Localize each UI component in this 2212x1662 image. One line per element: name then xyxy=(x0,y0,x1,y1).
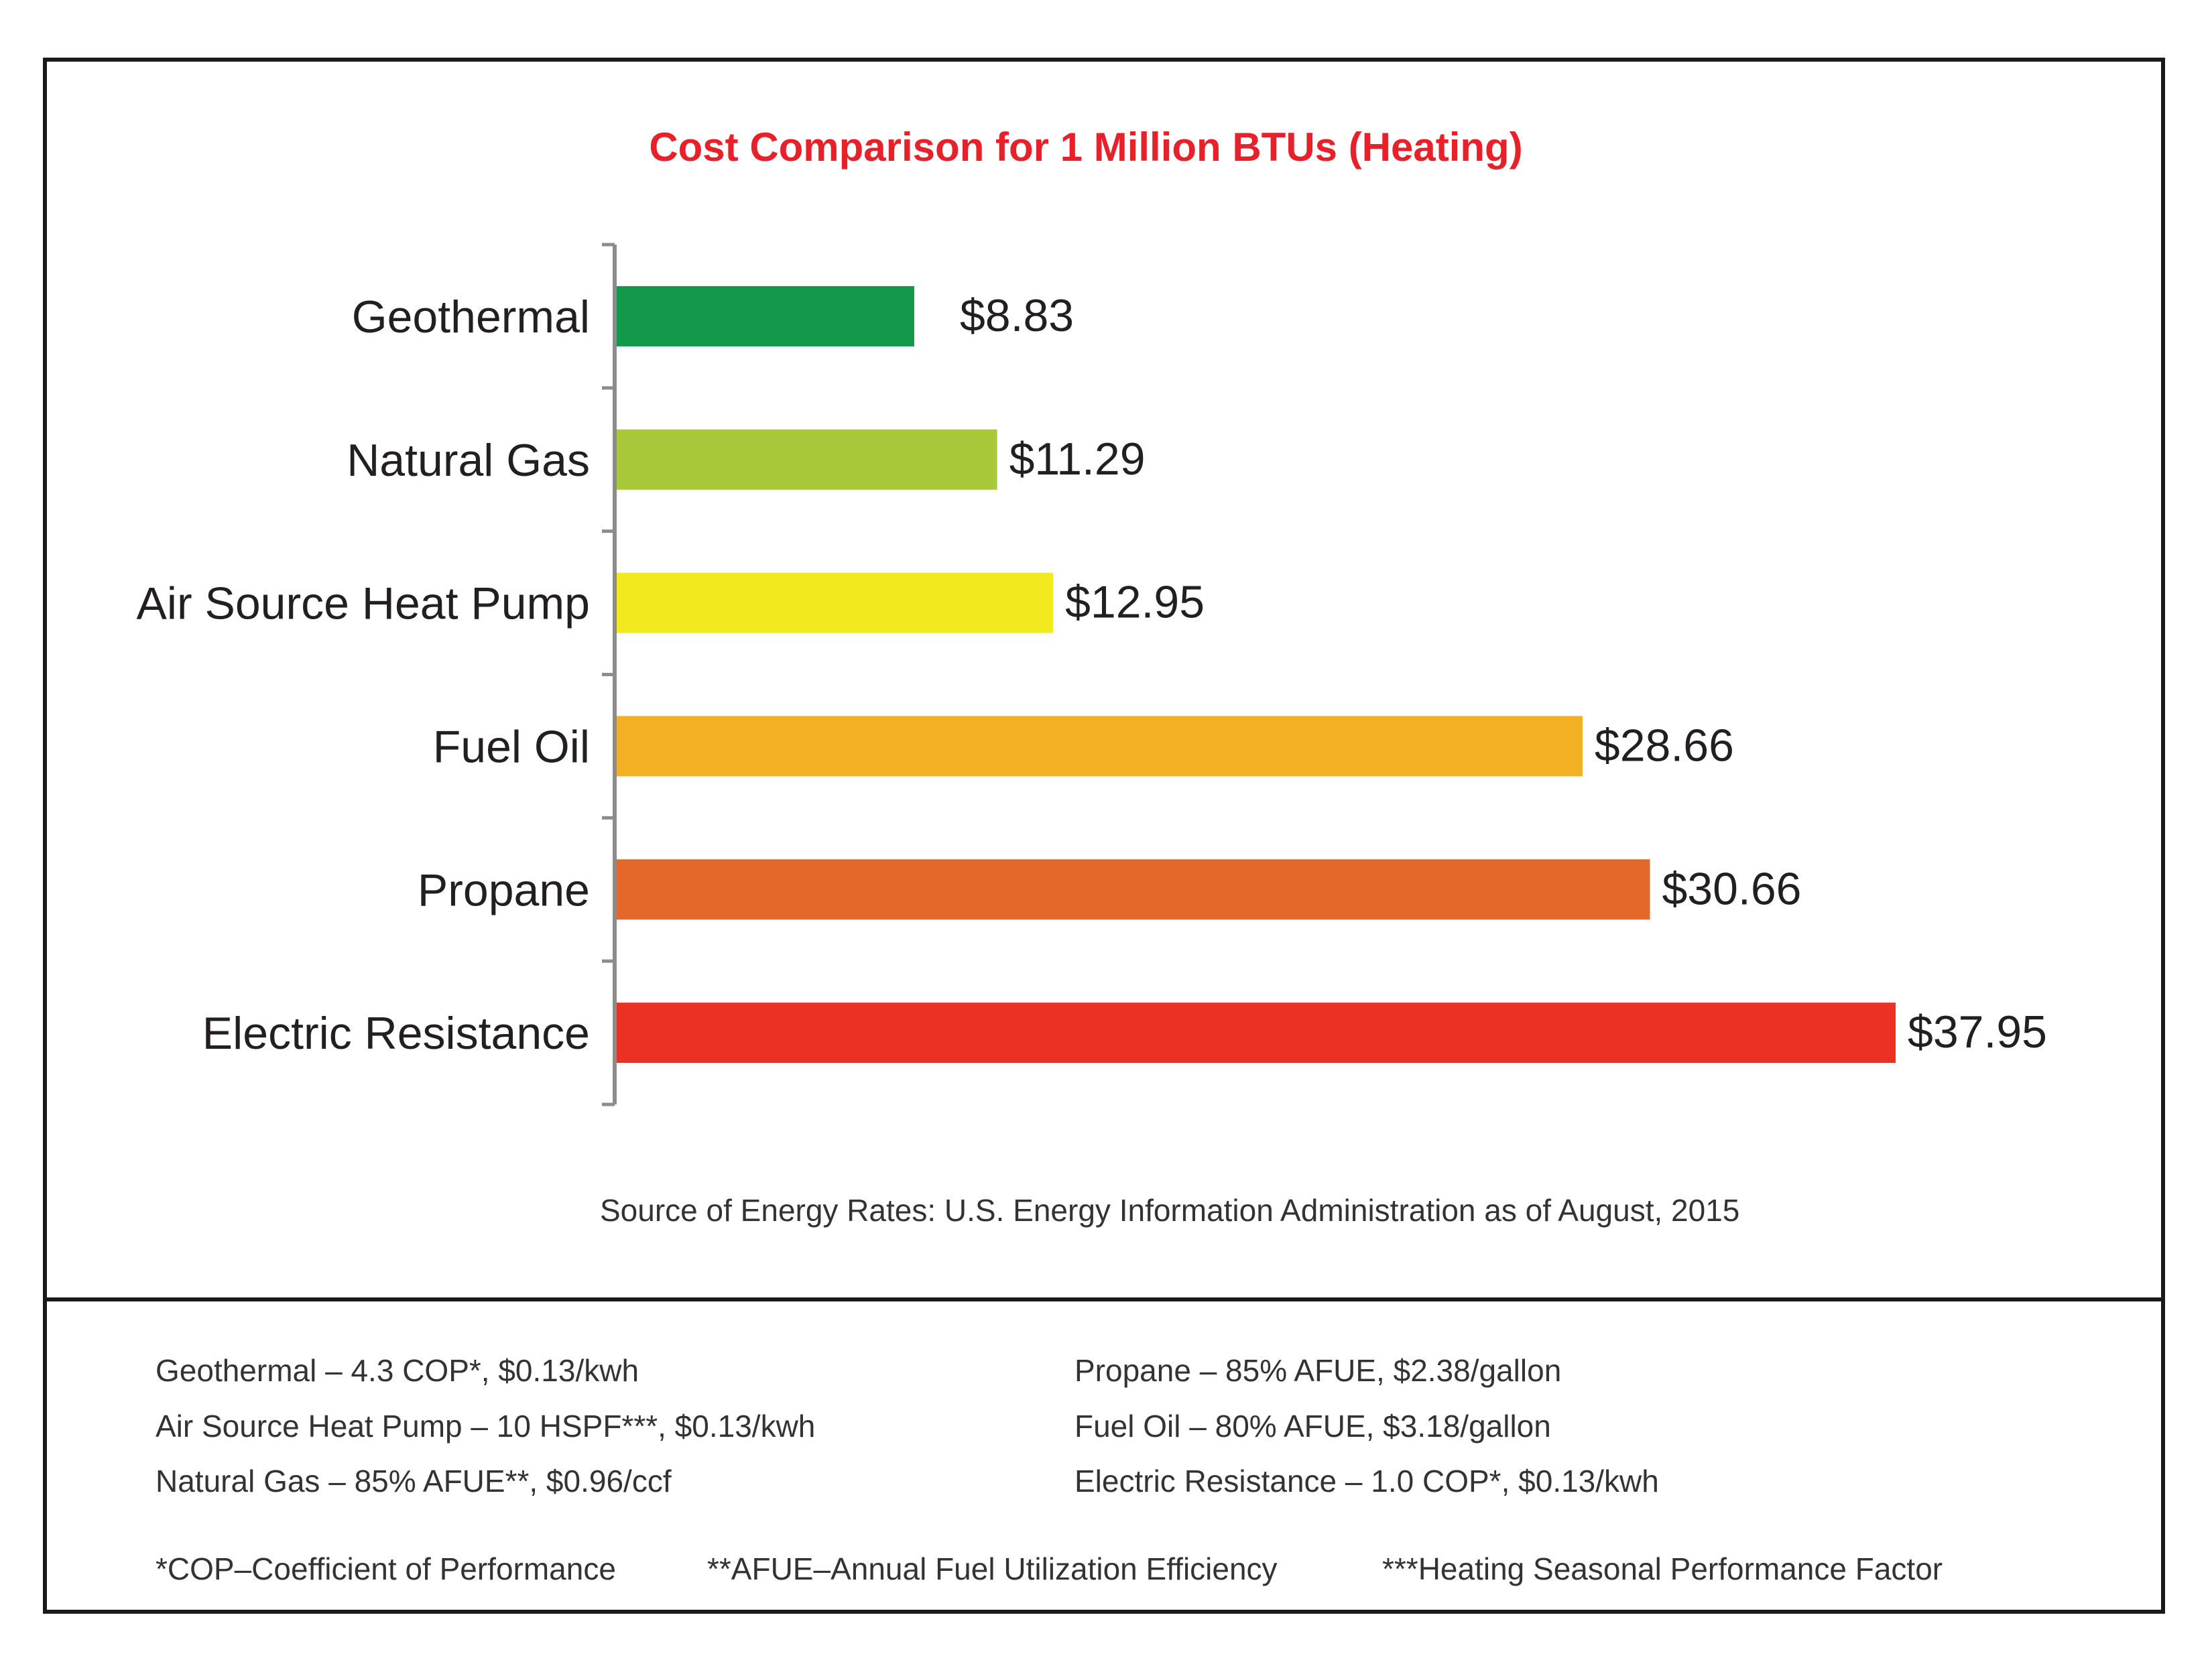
abbr-cop: *COP–Coefficient of Performance xyxy=(156,1551,616,1586)
note-geothermal: Geothermal – 4.3 COP*, $0.13/kwh xyxy=(156,1353,639,1388)
category-label-natural-gas: Natural Gas xyxy=(347,435,590,486)
bar-electric-resistance xyxy=(617,1003,1896,1064)
category-labels: Geothermal Natural Gas Air Source Heat Pum… xyxy=(136,292,590,1059)
note-fuel-oil: Fuel Oil – 80% AFUE, $3.18/gallon xyxy=(1074,1409,1551,1444)
category-label-fuel-oil: Fuel Oil xyxy=(433,721,590,772)
abbr-hspf: ***Heating Seasonal Performance Factor xyxy=(1382,1551,1943,1586)
note-electric-resistance: Electric Resistance – 1.0 COP*, $0.13/kw… xyxy=(1074,1464,1659,1498)
bar-air-source-heat-pump xyxy=(617,572,1054,633)
value-label-fuel-oil: $28.66 xyxy=(1595,720,1734,771)
bar-natural-gas xyxy=(617,429,997,490)
category-label-propane: Propane xyxy=(418,865,590,915)
category-label-geothermal: Geothermal xyxy=(352,292,590,342)
bar-geothermal xyxy=(617,285,914,346)
value-label-air-source-heat-pump: $12.95 xyxy=(1065,577,1205,628)
note-propane: Propane – 85% AFUE, $2.38/gallon xyxy=(1074,1353,1562,1388)
value-label-natural-gas: $11.29 xyxy=(1009,434,1146,485)
value-label-propane: $30.66 xyxy=(1662,863,1801,914)
bar-fuel-oil xyxy=(617,716,1583,777)
note-natural-gas: Natural Gas – 85% AFUE**, $0.96/ccf xyxy=(156,1464,672,1498)
abbr-afue: **AFUE–Annual Fuel Utilization Efficienc… xyxy=(707,1551,1278,1586)
value-label-geothermal: $8.83 xyxy=(960,290,1074,341)
category-label-electric-resistance: Electric Resistance xyxy=(202,1008,590,1059)
value-label-electric-resistance: $37.95 xyxy=(1908,1007,2047,1058)
bars xyxy=(617,285,1896,1064)
bar-propane xyxy=(617,859,1650,920)
chart-frame xyxy=(43,58,2165,1614)
chart-title: Cost Comparison for 1 Million BTUs (Heat… xyxy=(649,125,1522,170)
note-air-source-heat-pump: Air Source Heat Pump – 10 HSPF***, $0.13… xyxy=(156,1409,816,1444)
source-note: Source of Energy Rates: U.S. Energy Info… xyxy=(600,1193,1739,1228)
value-labels: $8.83 $11.29 $12.95 $28.66 $30.66 $37.95 xyxy=(960,290,2047,1058)
footer-divider xyxy=(43,1297,2165,1301)
category-label-air-source-heat-pump: Air Source Heat Pump xyxy=(136,578,590,629)
y-axis xyxy=(602,243,617,1106)
